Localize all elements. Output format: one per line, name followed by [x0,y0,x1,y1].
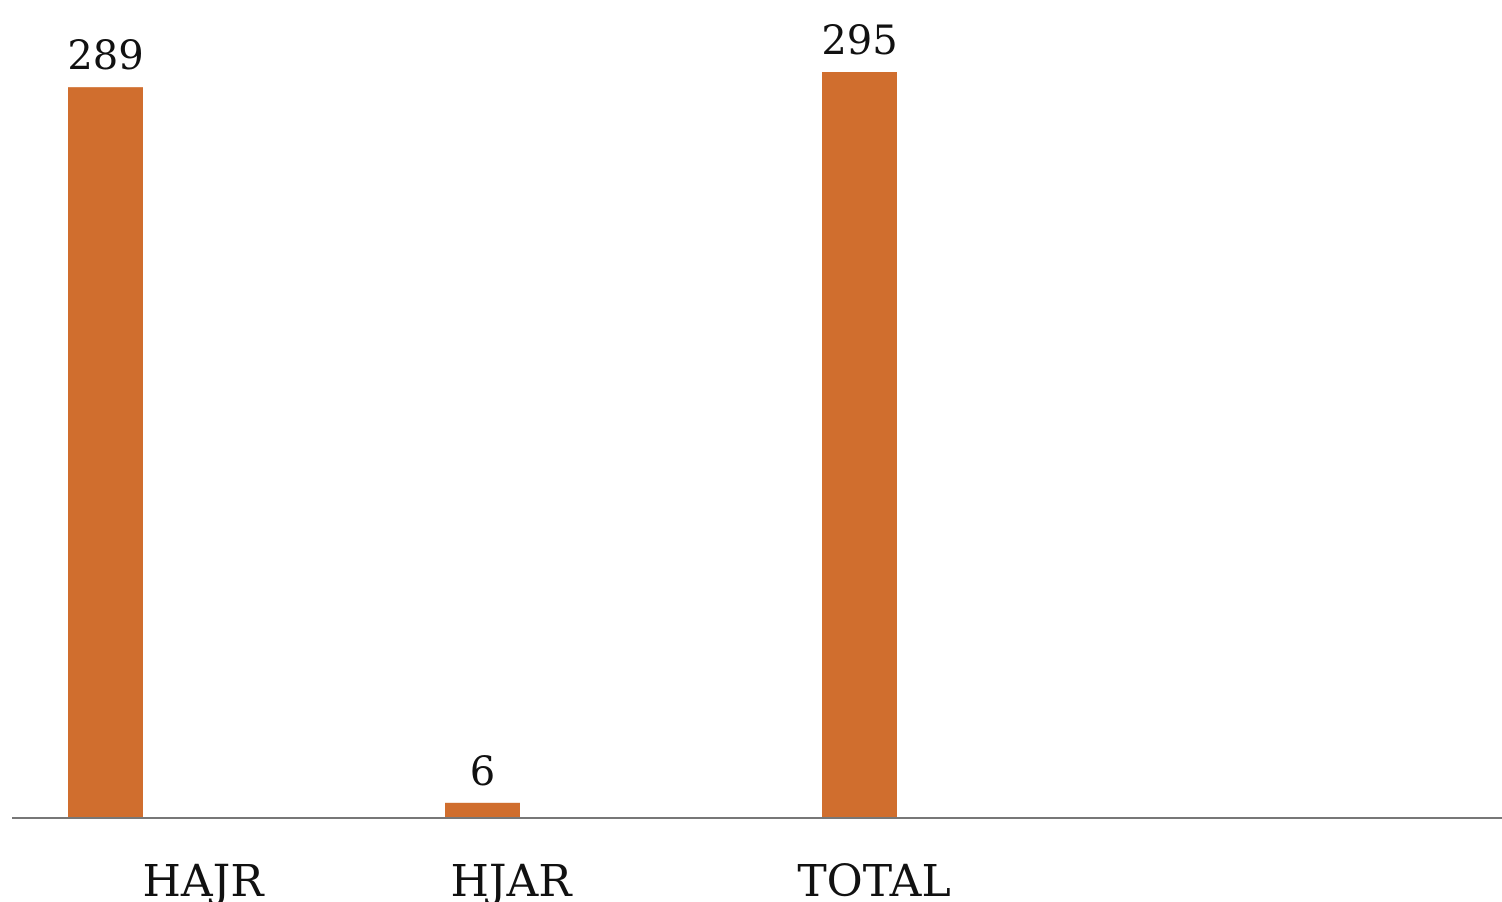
value-labels-group: 289 6 295 [67,18,897,795]
bar-total [822,72,897,818]
category-label-hajr: HAJR [143,856,266,902]
category-labels-group: HAJR HJAR TOTAL [143,856,951,902]
bar-hjar [445,802,520,818]
bars-group [68,72,897,819]
bar-hajr [68,87,143,819]
data-label-total: 295 [821,18,897,64]
category-label-hjar: HJAR [451,856,574,902]
data-label-hjar: 6 [470,749,495,795]
data-label-hajr: 289 [67,33,143,79]
category-label-total: TOTAL [797,856,950,902]
